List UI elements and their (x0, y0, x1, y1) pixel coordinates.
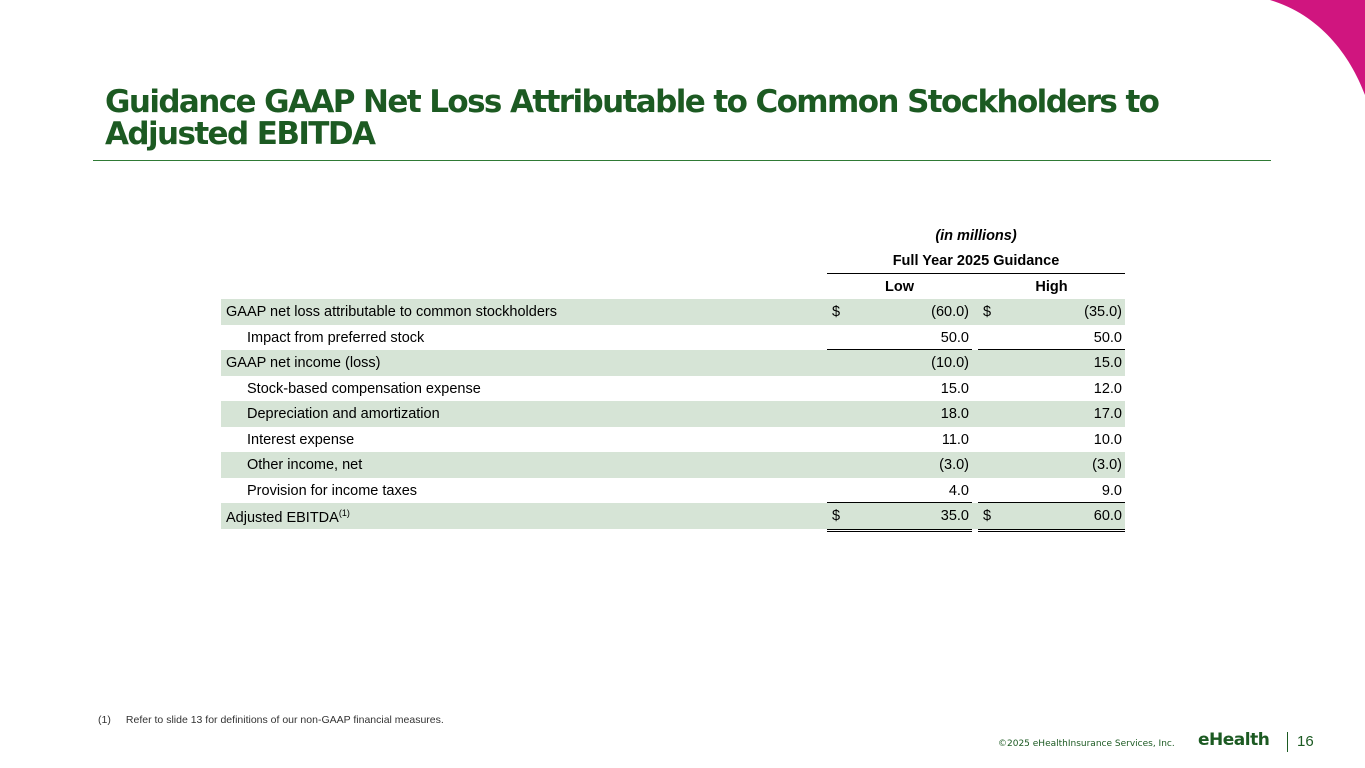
low-value: 50.0 (940, 329, 969, 346)
footnote: (1) Refer to slide 13 for definitions of… (98, 714, 444, 726)
table-row: Provision for income taxes 4.0 9.0 (221, 478, 1125, 503)
high-cell: 12.0 (978, 376, 1125, 402)
high-value: (35.0) (1084, 304, 1122, 320)
table-row-total: Adjusted EBITDA(1) $ 35.0 $ 60.0 (221, 503, 1125, 532)
low-cell: 11.0 (827, 427, 972, 453)
page-title: Guidance GAAP Net Loss Attributable to C… (105, 84, 1160, 152)
high-value: 50.0 (1093, 329, 1122, 346)
copyright-text: ©2025 eHealthInsurance Services, Inc. (998, 739, 1175, 749)
row-label: Interest expense (247, 431, 355, 448)
low-value: (10.0) (931, 355, 969, 371)
high-cell: $ 60.0 (978, 503, 1125, 532)
row-label: Provision for income taxes (247, 482, 418, 499)
high-value: (3.0) (1092, 457, 1122, 473)
low-cell: $ 35.0 (827, 503, 972, 532)
title-divider (93, 160, 1271, 161)
row-label: Impact from preferred stock (247, 329, 425, 346)
low-value: (3.0) (939, 457, 969, 473)
dollar-sign: $ (832, 508, 841, 524)
table-row: Impact from preferred stock 50.0 50.0 (221, 325, 1125, 350)
high-value: 15.0 (1093, 355, 1122, 371)
low-cell: (10.0) (827, 350, 972, 376)
table-row: Interest expense 11.0 10.0 (221, 427, 1125, 453)
high-value: 12.0 (1093, 380, 1122, 397)
high-value: 60.0 (1093, 508, 1122, 524)
low-cell: 4.0 (827, 478, 972, 503)
dollar-sign: $ (983, 304, 992, 320)
dollar-sign: $ (832, 304, 841, 320)
low-cell: 18.0 (827, 401, 972, 427)
low-value: 35.0 (940, 508, 969, 524)
row-label: Adjusted EBITDA(1) (226, 508, 350, 526)
row-label: Depreciation and amortization (247, 406, 440, 422)
row-label: GAAP net income (loss) (226, 355, 381, 371)
table-row: GAAP net income (loss) (10.0) 15.0 (221, 350, 1125, 376)
footnote-text: Refer to slide 13 for definitions of our… (125, 714, 444, 726)
low-cell: 50.0 (827, 325, 972, 350)
high-cell: 10.0 (978, 427, 1125, 453)
low-value: 11.0 (941, 431, 969, 448)
row-label: GAAP net loss attributable to common sto… (226, 304, 557, 320)
dollar-sign: $ (983, 508, 992, 524)
corner-accent-shape (1270, 0, 1365, 95)
low-value: 4.0 (948, 482, 969, 499)
footnote-number: (1) (98, 714, 111, 726)
units-label: (in millions) (935, 228, 1017, 244)
high-value: 10.0 (1093, 431, 1122, 448)
table-row: GAAP net loss attributable to common sto… (221, 299, 1125, 325)
column-header-high: High (978, 279, 1125, 300)
high-value: 9.0 (1101, 482, 1122, 499)
high-cell: $ (35.0) (978, 299, 1125, 325)
column-header-low: Low (827, 279, 972, 300)
low-cell: 15.0 (827, 376, 972, 402)
low-value: 18.0 (940, 406, 969, 422)
high-cell: 15.0 (978, 350, 1125, 376)
table-body: GAAP net loss attributable to common sto… (221, 299, 1125, 532)
group-header: Full Year 2025 Guidance (827, 253, 1125, 274)
page-number: 16 (1297, 733, 1314, 750)
low-value: (60.0) (931, 304, 969, 320)
table-row: Depreciation and amortization 18.0 17.0 (221, 401, 1125, 427)
row-label: Stock-based compensation expense (247, 380, 481, 397)
table-row: Other income, net (3.0) (3.0) (221, 452, 1125, 478)
high-cell: 50.0 (978, 325, 1125, 350)
high-cell: 9.0 (978, 478, 1125, 503)
row-label-text: Adjusted EBITDA (226, 509, 339, 526)
low-cell: (3.0) (827, 452, 972, 478)
ehealth-logo: eHealth (1198, 730, 1270, 750)
footer-divider (1287, 732, 1288, 752)
row-label: Other income, net (247, 457, 363, 473)
high-cell: 17.0 (978, 401, 1125, 427)
low-cell: $ (60.0) (827, 299, 972, 325)
high-cell: (3.0) (978, 452, 1125, 478)
footnote-marker: (1) (338, 508, 350, 518)
table-row: Stock-based compensation expense 15.0 12… (221, 376, 1125, 402)
low-value: 15.0 (940, 380, 969, 397)
high-value: 17.0 (1093, 406, 1122, 422)
